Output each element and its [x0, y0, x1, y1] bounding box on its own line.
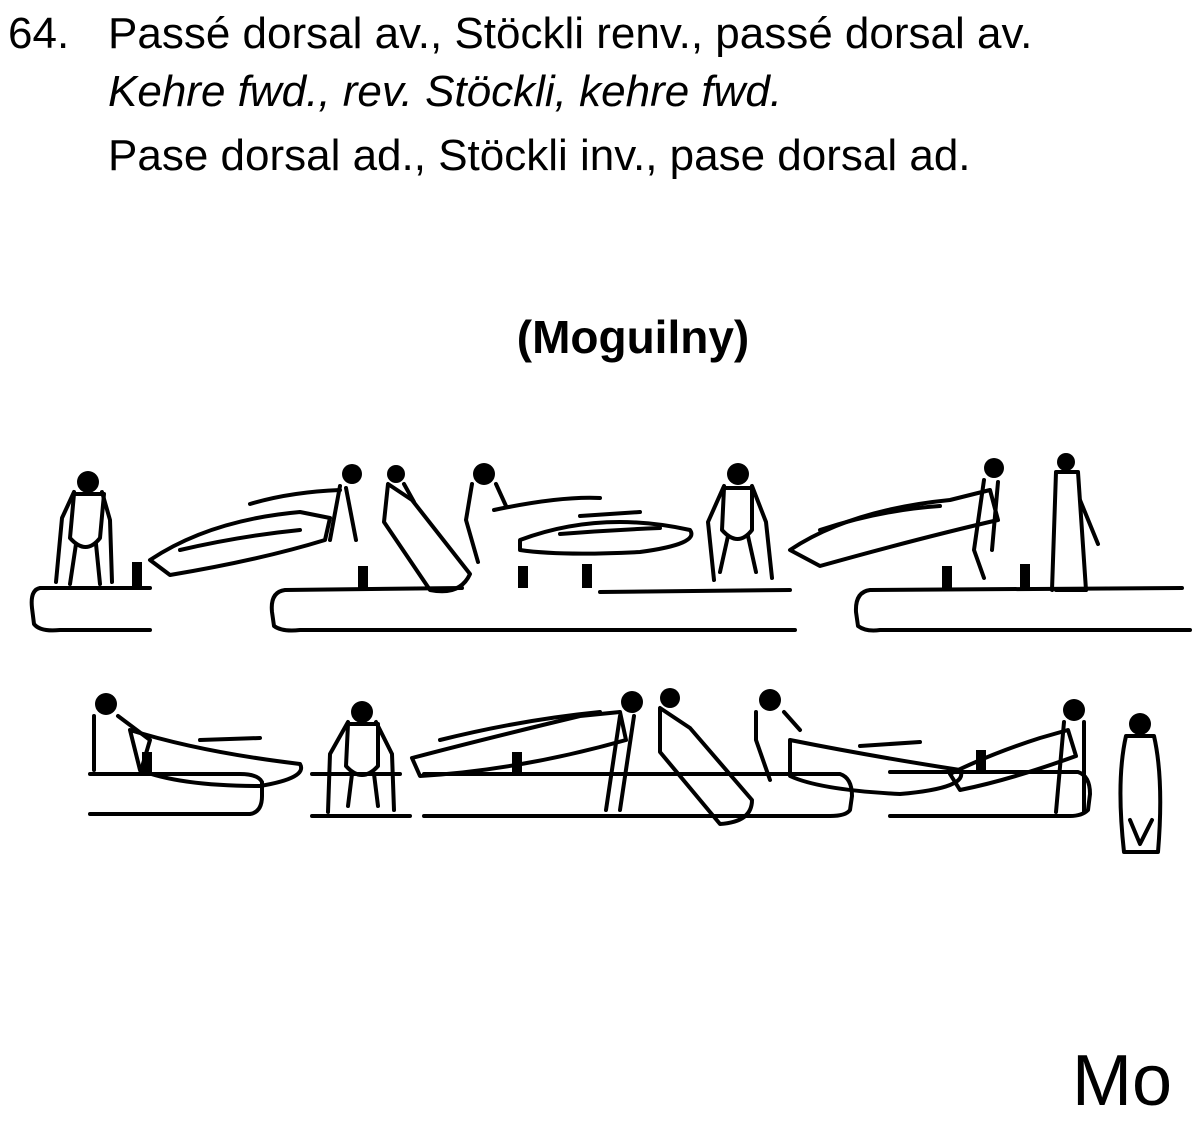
- gymnast-row1-2: [148, 464, 362, 577]
- element-name: (Moguilny): [516, 311, 750, 363]
- gymnast-row2-2: [326, 701, 396, 814]
- horse-body-row2-middle: [422, 772, 854, 818]
- gymnast-row2-7: [1118, 713, 1163, 854]
- pommel-horse-illustration: [29, 453, 1192, 854]
- gymnast-row2-3: [410, 691, 643, 812]
- pommel-row1-e: [942, 566, 952, 588]
- horse-body-row1-left: [29, 586, 152, 633]
- horse-body-row2-left: [88, 772, 264, 816]
- description-german: Kehre fwd., rev. Stöckli, kehre fwd.: [108, 67, 783, 116]
- gymnast-row1-4: [464, 463, 694, 564]
- pommel-row2-a: [142, 752, 152, 774]
- pommel-row1-f: [1020, 564, 1030, 588]
- pommel-row1-b: [358, 566, 368, 588]
- gymnast-row1-5: [706, 463, 774, 582]
- pommel-row1-c: [518, 566, 528, 588]
- description-french: Passé dorsal av., Stöckli renv., passé d…: [108, 9, 1033, 58]
- gymnast-row1-7: [1050, 453, 1100, 592]
- gymnast-row1-6: [788, 458, 1004, 580]
- gymnast-row1-3: [382, 465, 472, 594]
- gymnast-row2-1: [92, 693, 304, 788]
- gymnast-row2-5: [754, 689, 964, 796]
- horse-body-row1-right: [853, 586, 1192, 633]
- gymnast-row1-1: [54, 471, 114, 586]
- pommel-row1-a: [132, 562, 142, 586]
- horse-body-row1-middle: [269, 586, 797, 633]
- gymnast-row2-4: [658, 688, 754, 826]
- description-spanish: Pase dorsal ad., Stöckli inv., pase dors…: [108, 131, 971, 180]
- difficulty-tag: Mo: [1072, 1041, 1173, 1121]
- gymnast-row2-6: [948, 699, 1086, 814]
- pommel-row1-d: [582, 564, 592, 588]
- element-number: 64.: [8, 9, 70, 58]
